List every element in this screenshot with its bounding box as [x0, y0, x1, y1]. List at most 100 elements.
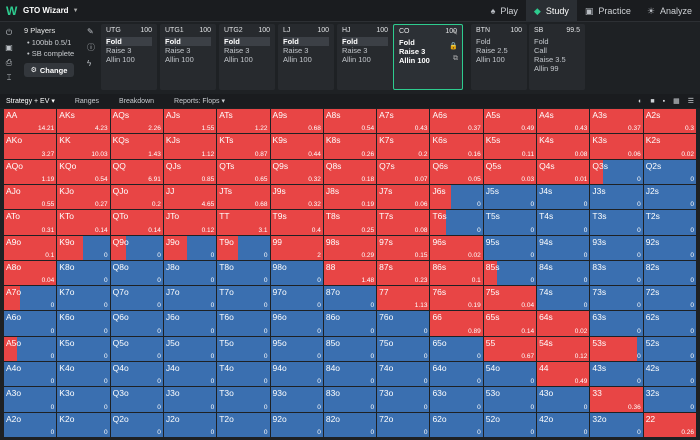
hand-cell[interactable]: T8o 0	[217, 260, 270, 286]
hand-cell[interactable]: K6s 0.16	[430, 134, 483, 159]
hand-cell[interactable]: A4o 0	[4, 362, 57, 387]
pencil-icon[interactable]: ✎	[87, 27, 94, 36]
hand-cell[interactable]: 52o 0	[483, 412, 537, 437]
hand-cell[interactable]: A3o 0	[4, 387, 57, 412]
hand-cell[interactable]: T9s 0.4	[270, 210, 323, 235]
hand-cell[interactable]: 99 2	[270, 235, 323, 260]
hand-cell[interactable]: J2s 0	[643, 184, 696, 210]
position-action[interactable]: Raise 3	[399, 47, 426, 56]
hand-cell[interactable]: 97s 0.15	[377, 235, 430, 260]
position-action[interactable]: Fold	[224, 37, 270, 46]
position-action[interactable]: Raise 2.5	[476, 46, 508, 55]
hand-cell[interactable]: 92o 0	[270, 412, 323, 437]
hand-cell[interactable]: AQs 2.26	[110, 109, 163, 134]
hand-cell[interactable]: 33 0.36	[590, 387, 643, 412]
hand-cell[interactable]: 97o 0	[270, 286, 323, 311]
square-view-icon[interactable]: ■	[650, 97, 655, 105]
hand-cell[interactable]: Q2s 0	[643, 159, 696, 184]
hand-cell[interactable]: 85s 0	[483, 260, 537, 286]
tab-ranges[interactable]: Ranges	[74, 97, 99, 105]
hand-cell[interactable]: K9o 0	[57, 235, 110, 260]
position-action[interactable]: Raise 3.5	[534, 55, 566, 64]
hand-cell[interactable]: AJs 1.55	[163, 109, 217, 134]
hand-cell[interactable]: A9s 0.68	[270, 109, 323, 134]
position-action[interactable]: Raise 3	[165, 46, 191, 55]
hand-cell[interactable]: 85o 0	[323, 336, 377, 362]
edit-icon[interactable]: ✎	[452, 30, 458, 37]
hand-cell[interactable]: 65o 0	[430, 336, 483, 362]
hand-cell[interactable]: 43s 0	[590, 362, 643, 387]
hand-cell[interactable]: AQo 1.19	[4, 159, 57, 184]
hand-cell[interactable]: Q7s 0.07	[377, 159, 430, 184]
hand-cell[interactable]: J5o 0	[163, 336, 217, 362]
nav-study[interactable]: ◆ Study	[525, 0, 577, 22]
hand-cell[interactable]: 54s 0.12	[537, 336, 590, 362]
hand-cell[interactable]: 64o 0	[430, 362, 483, 387]
position-action[interactable]: Allin 100	[476, 55, 505, 64]
hand-cell[interactable]: J2o 0	[163, 412, 217, 437]
hand-cell[interactable]: KJs 1.12	[163, 134, 217, 159]
hand-cell[interactable]: K3s 0.06	[590, 134, 643, 159]
save-icon[interactable]: ▣	[5, 43, 13, 52]
hand-cell[interactable]: 86o 0	[323, 311, 377, 336]
position-action[interactable]: Call	[534, 46, 547, 55]
position-card-lj[interactable]: LJ 100 Fold Raise 3 Allin 100	[278, 24, 334, 90]
hand-cell[interactable]: Q9s 0.32	[270, 159, 323, 184]
hand-cell[interactable]: 98s 0.29	[323, 235, 377, 260]
hand-cell[interactable]: 43o 0	[537, 387, 590, 412]
copy-icon[interactable]: ⧉	[453, 55, 458, 62]
hand-cell[interactable]: 77 1.13	[377, 286, 430, 311]
hand-cell[interactable]: K3o 0	[57, 387, 110, 412]
hand-cell[interactable]: K8s 0.26	[323, 134, 377, 159]
hand-cell[interactable]: T3o 0	[217, 387, 270, 412]
hand-cell[interactable]: A4s 0.43	[537, 109, 590, 134]
position-action[interactable]: Raise 3	[283, 46, 309, 55]
position-action[interactable]: Raise 3	[342, 46, 368, 55]
hand-cell[interactable]: J4s 0	[537, 184, 590, 210]
hand-cell[interactable]: 22 0.26	[643, 412, 696, 437]
hand-cell[interactable]: T5o 0	[217, 336, 270, 362]
hand-cell[interactable]: 32o 0	[590, 412, 643, 437]
hand-cell[interactable]: 87o 0	[323, 286, 377, 311]
position-action[interactable]: Raise 3	[224, 46, 250, 55]
hand-cell[interactable]: ATo 0.31	[4, 210, 57, 235]
hand-cell[interactable]: A8o 0.04	[4, 260, 57, 286]
hand-cell[interactable]: 83s 0	[590, 260, 643, 286]
hand-cell[interactable]: K8o 0	[57, 260, 110, 286]
hand-cell[interactable]: 42s 0	[643, 362, 696, 387]
hand-cell[interactable]: A5o 0	[4, 336, 57, 362]
print-icon[interactable]: ⎙	[5, 58, 13, 67]
hand-cell[interactable]: Q5s 0.03	[483, 159, 537, 184]
hand-cell[interactable]: 44 0.49	[537, 362, 590, 387]
hand-cell[interactable]: 64s 0.02	[537, 311, 590, 336]
hand-cell[interactable]: QQ 6.91	[110, 159, 163, 184]
position-action[interactable]: Allin 99	[534, 64, 559, 73]
tab-reports-flops[interactable]: Reports: Flops ▾	[174, 98, 226, 105]
hand-cell[interactable]: J3s 0	[590, 184, 643, 210]
position-card-utg2[interactable]: UTG2 100 Fold Raise 3 Allin 100	[219, 24, 275, 90]
hand-cell[interactable]: J7o 0	[163, 286, 217, 311]
hand-cell[interactable]: 75s 0.04	[483, 286, 537, 311]
position-card-utg1[interactable]: UTG1 100 Fold Raise 3 Allin 100	[160, 24, 216, 90]
hand-cell[interactable]: TT 3.1	[217, 210, 270, 235]
hand-cell[interactable]: T6o 0	[217, 311, 270, 336]
hand-cell[interactable]: 86s 0.1	[430, 260, 483, 286]
position-action[interactable]: Fold	[283, 37, 329, 46]
hand-cell[interactable]: 76s 0.19	[430, 286, 483, 311]
position-action[interactable]: Fold	[106, 37, 152, 46]
position-action[interactable]: Allin 100	[106, 55, 135, 64]
position-action[interactable]: Raise 3	[106, 46, 132, 55]
hand-cell[interactable]: K5s 0.11	[483, 134, 537, 159]
hand-cell[interactable]: Q8o 0	[110, 260, 163, 286]
hand-cell[interactable]: AA 14.21	[4, 109, 57, 134]
hand-cell[interactable]: KK 10.03	[57, 134, 110, 159]
hand-cell[interactable]: A7o 0	[4, 286, 57, 311]
hand-cell[interactable]: 92s 0	[643, 235, 696, 260]
hand-cell[interactable]: K4s 0.08	[537, 134, 590, 159]
hand-cell[interactable]: J7s 0.06	[377, 184, 430, 210]
position-action[interactable]: Allin 100	[283, 55, 312, 64]
hand-cell[interactable]: 94o 0	[270, 362, 323, 387]
hand-cell[interactable]: 96s 0.02	[430, 235, 483, 260]
single-view-icon[interactable]: ▪	[662, 97, 666, 105]
hand-cell[interactable]: 63s 0	[590, 311, 643, 336]
